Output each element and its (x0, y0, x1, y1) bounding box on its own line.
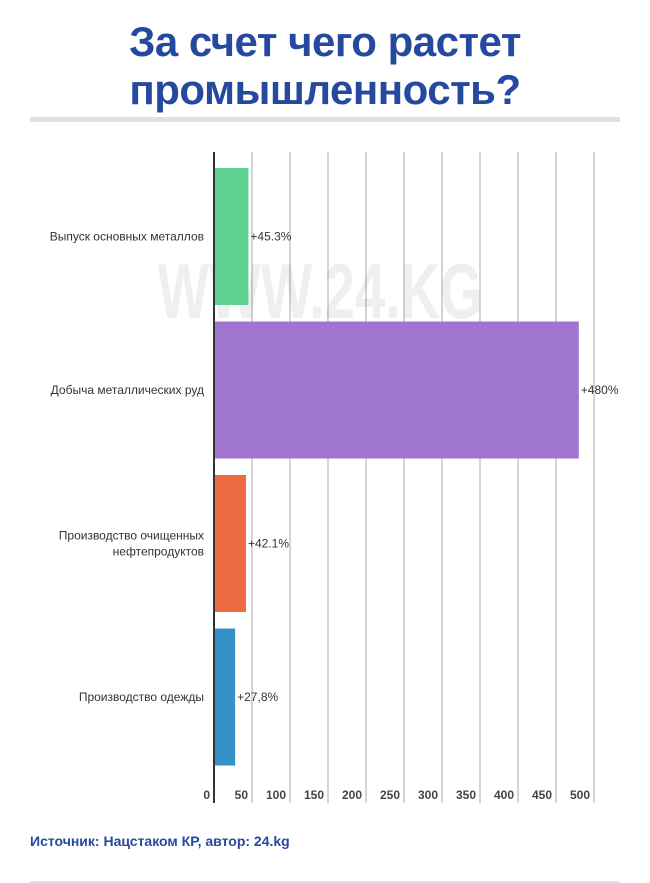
x-tick-label: 50 (235, 788, 249, 802)
x-tick-label: 0 (203, 788, 210, 802)
category-label: Производство одежды (79, 690, 204, 704)
page-title: За счет чего растет промышленность? (0, 18, 650, 114)
watermark: WWW.24.KG (158, 247, 483, 335)
title-line-2: промышленность? (129, 66, 521, 113)
bar (214, 321, 579, 459)
title-line-1: За счет чего растет (129, 18, 521, 65)
bar (214, 628, 236, 766)
data-label: +480% (581, 383, 619, 397)
x-tick-label: 300 (418, 788, 438, 802)
x-tick-label: 450 (532, 788, 552, 802)
x-tick-label: 350 (456, 788, 476, 802)
x-tick-label: 150 (304, 788, 324, 802)
bar (214, 168, 249, 305)
x-tick-label: 400 (494, 788, 514, 802)
x-tick-label: 250 (380, 788, 400, 802)
data-label: +27,8% (237, 690, 278, 704)
title-divider (30, 117, 620, 122)
category-label: нефтепродуктов (113, 545, 204, 559)
x-tick-label: 100 (266, 788, 286, 802)
bar (214, 475, 246, 612)
data-label: +42.1% (248, 537, 289, 551)
category-label: Выпуск основных металлов (50, 230, 204, 244)
footer-divider (30, 881, 620, 883)
data-label: +45.3% (250, 230, 291, 244)
x-tick-label: 500 (570, 788, 590, 802)
category-label: Производство очищенных (59, 529, 204, 543)
source-note: Источник: Нацстаком КР, автор: 24.kg (30, 833, 290, 849)
category-label: Добыча металлических руд (51, 383, 204, 397)
x-tick-label: 200 (342, 788, 362, 802)
bar-chart: WWW.24.KG 0 50 100 150 200 250 300 350 400 450 500… (50, 152, 619, 803)
